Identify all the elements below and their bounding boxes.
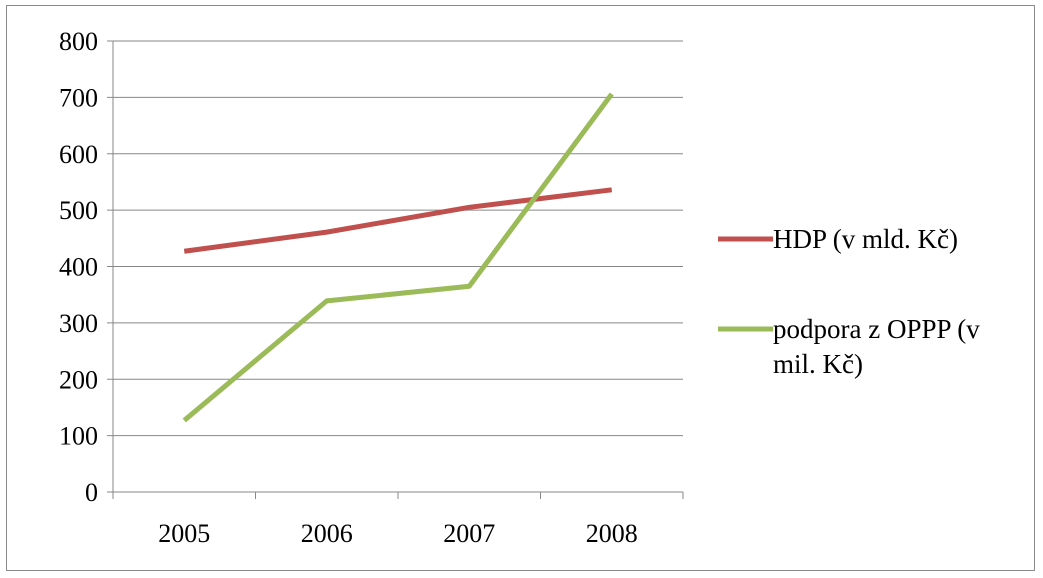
y-tick-label: 100 <box>59 422 98 451</box>
gridlines <box>113 40 683 437</box>
x-tick-label: 2006 <box>301 519 353 548</box>
legend: HDP (v mld. Kč) podpora z OPPP (v mil. Kč) <box>718 224 980 379</box>
chart-frame <box>6 5 1035 571</box>
y-tick-label: 400 <box>59 253 98 282</box>
y-tick-label: 800 <box>59 27 98 56</box>
y-axis-ticks: 0 100 200 300 400 500 600 700 800 <box>59 27 113 507</box>
y-tick-label: 700 <box>59 83 98 112</box>
y-tick-label: 600 <box>59 140 98 169</box>
x-tick-label: 2008 <box>586 519 638 548</box>
x-axis-ticks: 2005 2006 2007 2008 <box>112 492 684 548</box>
series-lines <box>182 92 614 423</box>
y-tick-label: 300 <box>59 309 98 338</box>
series-line-2 <box>182 92 614 423</box>
x-tick-label: 2005 <box>158 519 210 548</box>
legend-label-2: podpora z OPPP (v <box>773 314 980 344</box>
legend-label-1: HDP (v mld. Kč) <box>773 224 958 254</box>
y-tick-label: 500 <box>59 196 98 225</box>
y-tick-label: 200 <box>59 365 98 394</box>
y-tick-label: 0 <box>85 478 98 507</box>
x-tick-label: 2007 <box>443 519 495 548</box>
series-line-1 <box>183 187 613 254</box>
legend-label-2: mil. Kč) <box>773 349 863 379</box>
